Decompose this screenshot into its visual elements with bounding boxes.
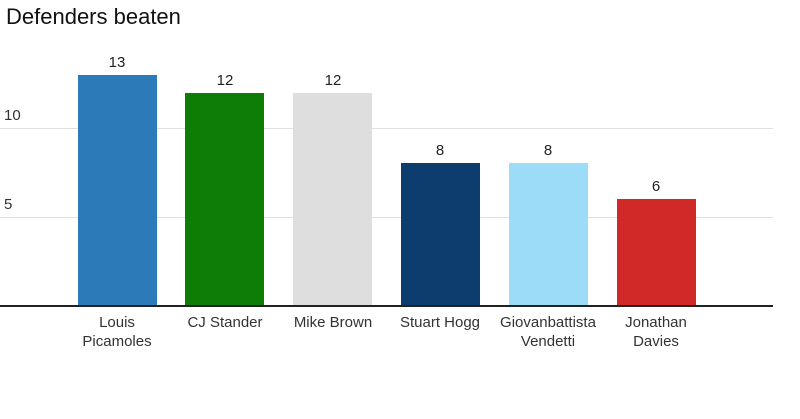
bar-jonathan-davies <box>617 199 696 305</box>
x-axis-label-mike-brown: Mike Brown <box>293 314 373 331</box>
x-axis-label-stuart-hogg: Stuart Hogg <box>399 314 481 331</box>
bar-value-label-stuart-hogg: 8 <box>435 142 445 159</box>
bar-value-label-mike-brown: 12 <box>324 72 342 89</box>
bar-value-label-jonathan-davies: 6 <box>651 178 661 195</box>
chart-title: Defenders beaten <box>6 4 181 29</box>
bar-giovanbattista-vendetti <box>509 163 588 305</box>
bar-value-label-louis-picamoles: 13 <box>108 54 126 71</box>
x-axis-label-giovanbattista-vendetti: Giovanbattista Vendetti <box>500 314 596 350</box>
x-axis-label-jonathan-davies: Jonathan Davies <box>625 314 687 350</box>
bar-value-label-giovanbattista-vendetti: 8 <box>543 142 553 159</box>
bar-mike-brown <box>293 93 372 305</box>
bar-stuart-hogg <box>401 163 480 305</box>
y-tick-label-5: 5 <box>4 196 13 213</box>
y-tick-label-10: 10 <box>4 107 21 124</box>
gridline-5 <box>0 217 773 218</box>
bar-louis-picamoles <box>78 75 157 305</box>
x-axis-label-louis-picamoles: Louis Picamoles <box>82 314 152 350</box>
bar-value-label-cj-stander: 12 <box>216 72 234 89</box>
x-axis-label-cj-stander: CJ Stander <box>187 314 263 331</box>
x-axis-line <box>0 305 773 307</box>
gridline-10 <box>0 128 773 129</box>
bar-cj-stander <box>185 93 264 305</box>
